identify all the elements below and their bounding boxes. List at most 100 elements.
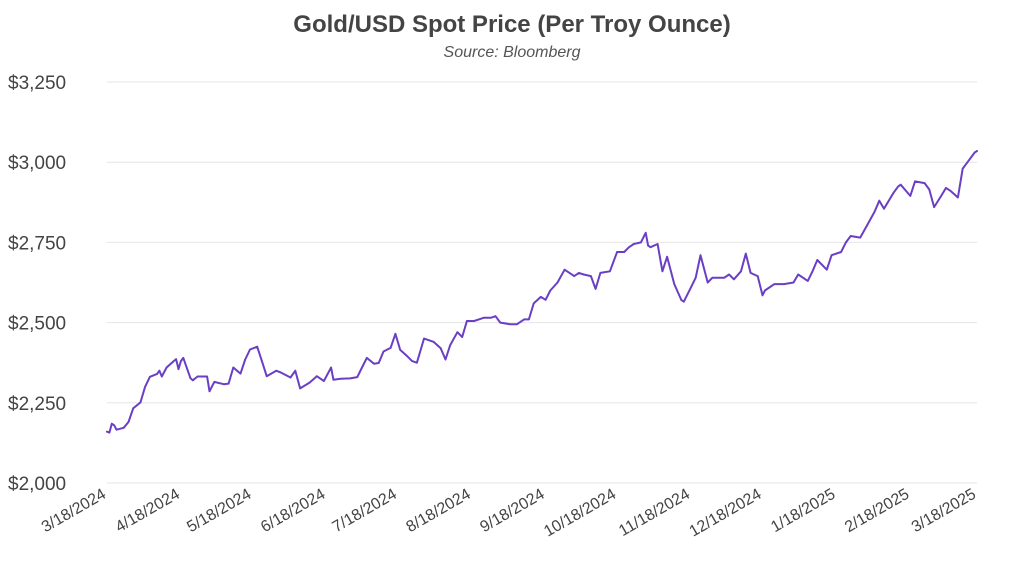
data-point bbox=[356, 376, 359, 378]
data-point bbox=[127, 421, 130, 423]
data-point bbox=[439, 347, 442, 350]
data-point bbox=[208, 390, 211, 393]
data-point bbox=[432, 341, 435, 343]
x-tick-label: 8/18/2024 bbox=[404, 486, 474, 536]
data-point bbox=[406, 355, 409, 358]
data-point bbox=[873, 211, 876, 213]
data-point bbox=[444, 358, 447, 361]
data-point bbox=[265, 375, 268, 378]
x-tick-label: 5/18/2024 bbox=[184, 486, 254, 536]
y-tick-label: $3,250 bbox=[8, 73, 66, 94]
data-point bbox=[389, 347, 392, 349]
data-point bbox=[478, 318, 480, 321]
data-point bbox=[323, 380, 325, 382]
data-point bbox=[899, 183, 902, 186]
data-point bbox=[165, 366, 168, 369]
chart-title: Gold/USD Spot Price (Per Troy Ounce) bbox=[293, 11, 730, 38]
data-point bbox=[132, 407, 134, 410]
data-point bbox=[694, 276, 697, 279]
data-point bbox=[373, 362, 375, 365]
data-point bbox=[461, 336, 464, 338]
data-point bbox=[878, 199, 881, 202]
data-point bbox=[733, 278, 735, 281]
data-point bbox=[582, 273, 585, 276]
data-point bbox=[711, 276, 714, 279]
data-point bbox=[111, 422, 113, 425]
data-point bbox=[680, 299, 683, 301]
data-point bbox=[892, 191, 895, 194]
data-point bbox=[973, 151, 976, 154]
data-point bbox=[490, 317, 492, 319]
data-point bbox=[623, 251, 625, 253]
data-point bbox=[330, 366, 332, 369]
data-point bbox=[280, 371, 282, 374]
data-point bbox=[590, 275, 592, 277]
data-point bbox=[945, 187, 947, 189]
data-point bbox=[661, 270, 664, 273]
data-point bbox=[859, 236, 861, 239]
data-point bbox=[811, 270, 814, 273]
data-point bbox=[115, 428, 118, 431]
data-point bbox=[411, 360, 413, 362]
data-point bbox=[740, 270, 742, 273]
data-point bbox=[640, 241, 642, 244]
data-point bbox=[428, 339, 430, 342]
data-point bbox=[482, 317, 485, 319]
data-point bbox=[256, 345, 259, 348]
x-tick-label: 9/18/2024 bbox=[477, 486, 547, 536]
y-tick-label: $2,250 bbox=[8, 394, 66, 415]
data-point bbox=[261, 360, 263, 362]
data-point bbox=[849, 235, 852, 237]
x-tick-label: 4/18/2024 bbox=[113, 486, 183, 536]
data-point bbox=[316, 375, 318, 378]
data-point bbox=[275, 369, 278, 372]
data-point bbox=[113, 424, 115, 427]
data-point bbox=[244, 358, 246, 361]
data-point bbox=[192, 379, 194, 382]
data-point bbox=[633, 243, 635, 245]
data-point bbox=[540, 296, 542, 298]
data-point bbox=[156, 373, 158, 375]
data-point bbox=[189, 377, 192, 379]
data-point bbox=[914, 180, 916, 183]
y-axis-ticks: $2,000 $2,250 $2,500 $2,750 $3,000 $3,250 bbox=[8, 73, 66, 495]
data-point bbox=[206, 375, 208, 378]
data-point bbox=[616, 251, 618, 253]
data-point bbox=[797, 273, 799, 276]
x-tick-label: 11/18/2024 bbox=[616, 486, 693, 540]
data-point bbox=[158, 369, 161, 372]
data-point bbox=[683, 300, 685, 303]
data-point bbox=[499, 321, 502, 324]
data-point bbox=[761, 294, 764, 297]
data-point bbox=[361, 366, 363, 369]
data-point bbox=[509, 323, 511, 326]
data-point bbox=[976, 150, 978, 152]
data-point bbox=[144, 386, 146, 388]
data-point bbox=[961, 167, 964, 170]
x-tick-label: 2/18/2025 bbox=[842, 486, 912, 536]
data-point bbox=[933, 206, 935, 208]
data-point bbox=[845, 241, 847, 244]
data-point bbox=[213, 381, 216, 383]
data-point bbox=[122, 427, 125, 429]
data-point bbox=[609, 270, 611, 273]
x-tick-label: 1/18/2025 bbox=[768, 486, 838, 536]
data-point bbox=[399, 349, 402, 351]
data-point bbox=[177, 368, 180, 370]
x-tick-label: 6/18/2024 bbox=[258, 486, 328, 536]
data-point bbox=[816, 259, 819, 261]
data-point bbox=[690, 286, 692, 289]
data-point bbox=[966, 161, 969, 163]
x-tick-label: 3/18/2025 bbox=[909, 486, 979, 536]
data-point bbox=[706, 281, 709, 284]
y-tick-label: $2,000 bbox=[8, 474, 66, 495]
x-axis-ticks: 3/18/2024 4/18/2024 5/18/2024 6/18/2024 7/18… bbox=[39, 486, 979, 541]
data-point bbox=[182, 357, 185, 359]
data-point bbox=[649, 246, 652, 248]
data-point bbox=[644, 232, 647, 234]
data-point bbox=[866, 224, 869, 226]
x-tick-label: 7/18/2024 bbox=[330, 486, 400, 536]
data-point bbox=[544, 299, 547, 301]
data-point bbox=[745, 252, 747, 255]
